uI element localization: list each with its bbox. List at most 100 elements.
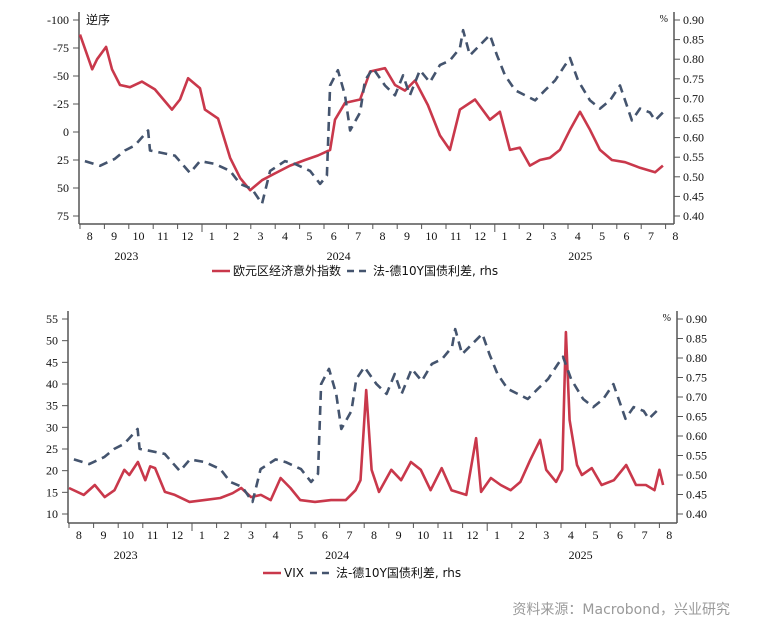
left-axis-note: 逆序 — [86, 12, 110, 27]
month-label: 11 — [157, 229, 169, 243]
right-tick-label: 0.55 — [686, 449, 707, 463]
right-tick-label: 0.70 — [683, 91, 704, 105]
left-tick-label: 30 — [46, 420, 58, 434]
month-label: 10 — [133, 229, 145, 243]
month-label: 12 — [466, 528, 478, 542]
month-label: 4 — [575, 229, 581, 243]
month-label: 1 — [502, 229, 508, 243]
right-tick-label: 0.50 — [686, 468, 707, 482]
month-label: 7 — [346, 528, 352, 542]
right-tick-label: 0.85 — [683, 33, 704, 47]
right-tick-label: 0.65 — [683, 111, 704, 125]
left-tick-label: 75 — [57, 209, 69, 223]
right-tick-label: 0.80 — [683, 52, 704, 66]
month-label: 9 — [396, 528, 402, 542]
year-label: 2023 — [114, 249, 138, 263]
month-label: 7 — [355, 229, 361, 243]
month-label: 3 — [248, 528, 254, 542]
month-label: 10 — [425, 229, 437, 243]
month-label: 8 — [672, 229, 678, 243]
left-tick-label: 0 — [63, 125, 69, 139]
left-tick-label: 25 — [46, 442, 58, 456]
right-axis-note: % — [660, 14, 668, 25]
month-label: 10 — [122, 528, 134, 542]
left-tick-label: -25 — [53, 97, 69, 111]
month-label: 12 — [474, 229, 486, 243]
legend-label: VIX — [284, 566, 304, 580]
month-label: 1 — [199, 528, 205, 542]
month-label: 1 — [494, 528, 500, 542]
vix-chart: 555045403530252015100.900.850.800.750.70… — [46, 311, 707, 580]
right-tick-label: 0.40 — [686, 507, 707, 521]
month-label: 2 — [223, 528, 229, 542]
right-tick-label: 0.80 — [686, 351, 707, 365]
month-label: 3 — [258, 229, 264, 243]
left-tick-label: 45 — [46, 355, 58, 369]
right-tick-label: 0.45 — [686, 488, 707, 502]
month-label: 4 — [273, 528, 279, 542]
right-tick-label: 0.60 — [683, 131, 704, 145]
month-label: 9 — [100, 528, 106, 542]
month-label: 2 — [519, 528, 525, 542]
month-label: 1 — [209, 229, 215, 243]
right-tick-label: 0.75 — [683, 72, 704, 86]
primary-series-line — [68, 330, 665, 504]
month-label: 6 — [331, 229, 337, 243]
left-tick-label: 50 — [57, 181, 69, 195]
right-axis-note: % — [663, 313, 671, 324]
month-label: 5 — [599, 229, 605, 243]
spread-series-line — [84, 28, 664, 206]
month-label: 8 — [76, 528, 82, 542]
month-label: 7 — [648, 229, 654, 243]
right-tick-label: 0.85 — [686, 332, 707, 346]
month-label: 12 — [171, 528, 183, 542]
year-label: 2024 — [325, 548, 349, 562]
month-label: 11 — [147, 528, 159, 542]
right-tick-label: 0.55 — [683, 150, 704, 164]
month-label: 8 — [87, 229, 93, 243]
right-tick-label: 0.90 — [686, 312, 707, 326]
month-label: 11 — [450, 229, 462, 243]
left-tick-label: -50 — [53, 69, 69, 83]
month-label: 4 — [282, 229, 288, 243]
left-tick-label: 20 — [46, 464, 58, 478]
month-label: 5 — [297, 528, 303, 542]
month-label: 3 — [543, 528, 549, 542]
month-label: 2 — [526, 229, 532, 243]
legend-label: 法-德10Y国债利差, rhs — [373, 263, 498, 278]
left-tick-label: 40 — [46, 377, 58, 391]
year-label: 2025 — [568, 249, 592, 263]
month-label: 7 — [642, 528, 648, 542]
month-label: 8 — [371, 528, 377, 542]
month-label: 8 — [666, 528, 672, 542]
right-tick-label: 0.90 — [683, 13, 704, 27]
left-tick-label: 25 — [57, 153, 69, 167]
right-tick-label: 0.65 — [686, 410, 707, 424]
source-note: 资料来源：Macrobond，兴业研究 — [512, 602, 730, 618]
month-label: 8 — [380, 229, 386, 243]
month-label: 11 — [442, 528, 454, 542]
right-tick-label: 0.75 — [686, 371, 707, 385]
left-tick-label: 55 — [46, 312, 58, 326]
left-tick-label: 35 — [46, 399, 58, 413]
legend-label: 欧元区经济意外指数 — [233, 263, 341, 278]
year-label: 2024 — [327, 249, 351, 263]
right-tick-label: 0.70 — [686, 390, 707, 404]
spread-series-line — [73, 327, 658, 504]
left-tick-label: 50 — [46, 334, 58, 348]
left-tick-label: -100 — [47, 13, 69, 27]
right-tick-label: 0.50 — [683, 170, 704, 184]
month-label: 5 — [306, 229, 312, 243]
left-tick-label: -75 — [53, 41, 69, 55]
month-label: 6 — [322, 528, 328, 542]
right-tick-label: 0.40 — [683, 209, 704, 223]
left-tick-label: 15 — [46, 485, 58, 499]
month-label: 10 — [417, 528, 429, 542]
month-label: 6 — [617, 528, 623, 542]
legend-label: 法-德10Y国债利差, rhs — [336, 565, 461, 580]
month-label: 9 — [111, 229, 117, 243]
year-label: 2025 — [569, 548, 593, 562]
month-label: 12 — [181, 229, 193, 243]
right-tick-label: 0.60 — [686, 429, 707, 443]
